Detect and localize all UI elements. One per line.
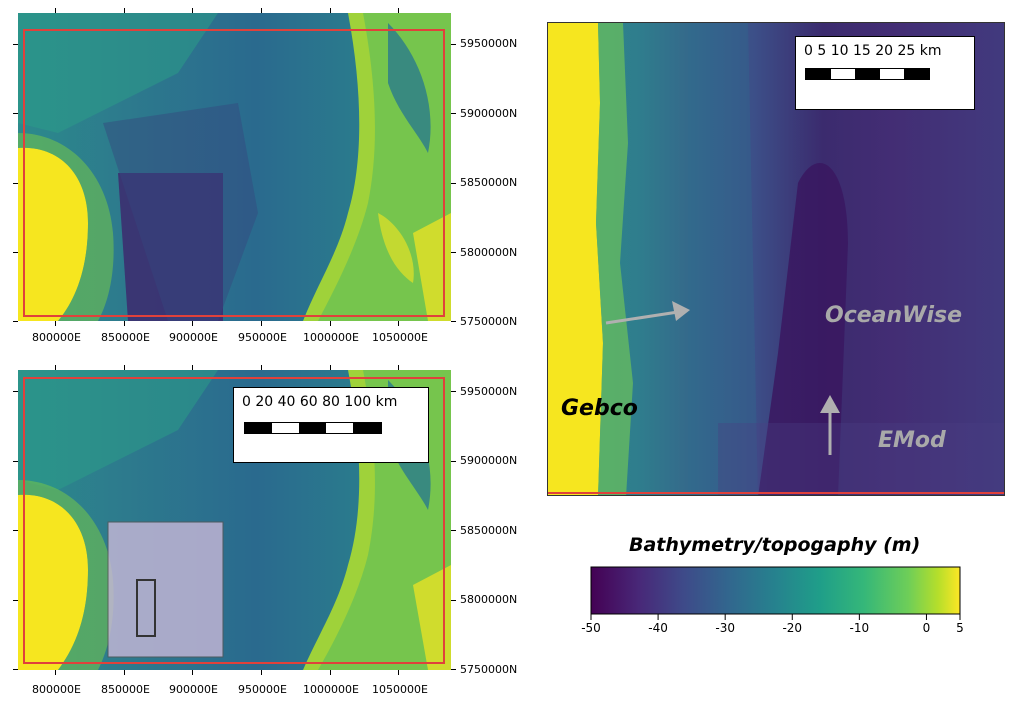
- y-tickmark: [451, 321, 456, 322]
- x-tick-label: 850000E: [101, 331, 150, 344]
- zoom-map-scalebar: 0 5 10 15 20 25 km: [795, 36, 975, 110]
- y-tick-label: 5800000N: [460, 593, 518, 606]
- x-tickmark: [330, 670, 331, 675]
- y-tickmark: [13, 44, 18, 45]
- y-tick-label: 5950000N: [460, 385, 518, 398]
- oceanwise-label: OceanWise: [825, 303, 962, 328]
- x-tickmark: [192, 670, 193, 675]
- x-tickmark: [124, 670, 125, 675]
- y-tickmark: [451, 391, 456, 392]
- arrow-up-icon: [820, 395, 840, 455]
- y-tick-label: 5900000N: [460, 454, 518, 467]
- x-tickmark: [192, 8, 193, 13]
- colorbar-tick-label: 0: [922, 621, 931, 635]
- colorbar-tick-label: -10: [849, 621, 870, 635]
- gebco-label: Gebco: [561, 396, 638, 421]
- y-tick-label: 5800000N: [460, 246, 518, 259]
- y-tick-label: 5850000N: [460, 524, 518, 537]
- x-tickmark: [261, 365, 262, 370]
- x-tickmark: [55, 365, 56, 370]
- y-tick-label: 5750000N: [460, 663, 518, 676]
- y-tickmark: [451, 461, 456, 462]
- colorbar-title: Bathymetry/topogaphy (m): [629, 534, 921, 556]
- colorbar-tick-label: -30: [715, 621, 735, 635]
- x-tickmark: [124, 8, 125, 13]
- x-tickmark: [398, 670, 399, 675]
- x-tickmark: [124, 365, 125, 370]
- y-tick-label: 5750000N: [460, 315, 518, 328]
- bottom-map-scalebar: 0 20 40 60 80 100 km: [233, 387, 429, 463]
- y-tickmark: [451, 669, 456, 670]
- x-tick-label: 1050000E: [372, 331, 428, 344]
- colorbar-tick-label: -40: [648, 621, 668, 635]
- x-tick-label: 900000E: [169, 331, 218, 344]
- y-tickmark: [451, 530, 456, 531]
- x-tickmark: [192, 321, 193, 326]
- x-tickmark: [261, 670, 262, 675]
- y-tickmark: [451, 252, 456, 253]
- x-tickmark: [261, 8, 262, 13]
- scalebar-label: 0 20 40 60 80 100 km: [242, 394, 398, 410]
- x-tick-label: 1000000E: [303, 683, 359, 696]
- x-tick-label: 900000E: [169, 683, 218, 696]
- x-tick-label: 1050000E: [372, 683, 428, 696]
- arrow-right-icon: [605, 301, 690, 325]
- scalebar-bar: [805, 68, 930, 80]
- scalebar-bar: [244, 422, 382, 434]
- y-tick-label: 5850000N: [460, 176, 518, 189]
- colorbar: [590, 566, 961, 620]
- y-tickmark: [451, 113, 456, 114]
- x-tickmark: [55, 670, 56, 675]
- x-tick-label: 950000E: [238, 331, 287, 344]
- y-tickmark: [451, 183, 456, 184]
- colorbar-tick-label: 5: [956, 621, 964, 635]
- y-tick-label: 5900000N: [460, 107, 518, 120]
- x-tick-label: 800000E: [32, 331, 81, 344]
- overview-highlight-box: [107, 521, 224, 658]
- x-tick-label: 950000E: [238, 683, 287, 696]
- y-tickmark: [13, 183, 18, 184]
- y-tickmark: [13, 391, 18, 392]
- x-tickmark: [330, 365, 331, 370]
- x-tick-label: 800000E: [32, 683, 81, 696]
- x-tickmark: [398, 321, 399, 326]
- emod-label: EMod: [878, 428, 946, 453]
- x-tickmark: [261, 321, 262, 326]
- zoom-extent-box: [136, 579, 156, 637]
- y-tickmark: [13, 113, 18, 114]
- y-tickmark: [13, 321, 18, 322]
- y-tickmark: [13, 669, 18, 670]
- x-tickmark: [55, 8, 56, 13]
- x-tickmark: [330, 321, 331, 326]
- x-tickmark: [55, 321, 56, 326]
- colorbar-tick-label: -50: [581, 621, 601, 635]
- y-tickmark: [451, 600, 456, 601]
- x-tickmark: [124, 321, 125, 326]
- scalebar-label: 0 5 10 15 20 25 km: [804, 43, 942, 59]
- top-map-raster: [18, 13, 451, 321]
- y-tickmark: [451, 44, 456, 45]
- y-tickmark: [13, 530, 18, 531]
- y-tickmark: [13, 600, 18, 601]
- x-tickmark: [398, 365, 399, 370]
- y-tick-label: 5950000N: [460, 37, 518, 50]
- x-tickmark: [330, 8, 331, 13]
- top-map: [18, 13, 451, 321]
- y-tickmark: [13, 461, 18, 462]
- y-tickmark: [13, 252, 18, 253]
- x-tick-label: 850000E: [101, 683, 150, 696]
- colorbar-tick-label: -20: [782, 621, 803, 635]
- x-tick-label: 1000000E: [303, 331, 359, 344]
- x-tickmark: [398, 8, 399, 13]
- x-tickmark: [192, 365, 193, 370]
